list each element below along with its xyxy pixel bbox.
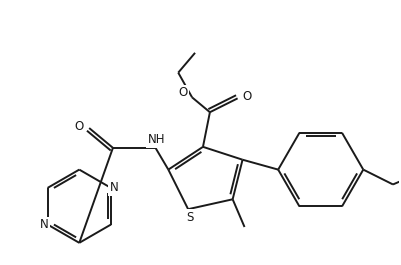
Text: N: N [40, 218, 49, 231]
Text: N: N [109, 182, 118, 195]
Text: S: S [186, 211, 194, 224]
Text: O: O [178, 86, 188, 99]
Text: O: O [242, 90, 251, 103]
Text: O: O [75, 120, 84, 132]
Text: NH: NH [148, 133, 165, 147]
